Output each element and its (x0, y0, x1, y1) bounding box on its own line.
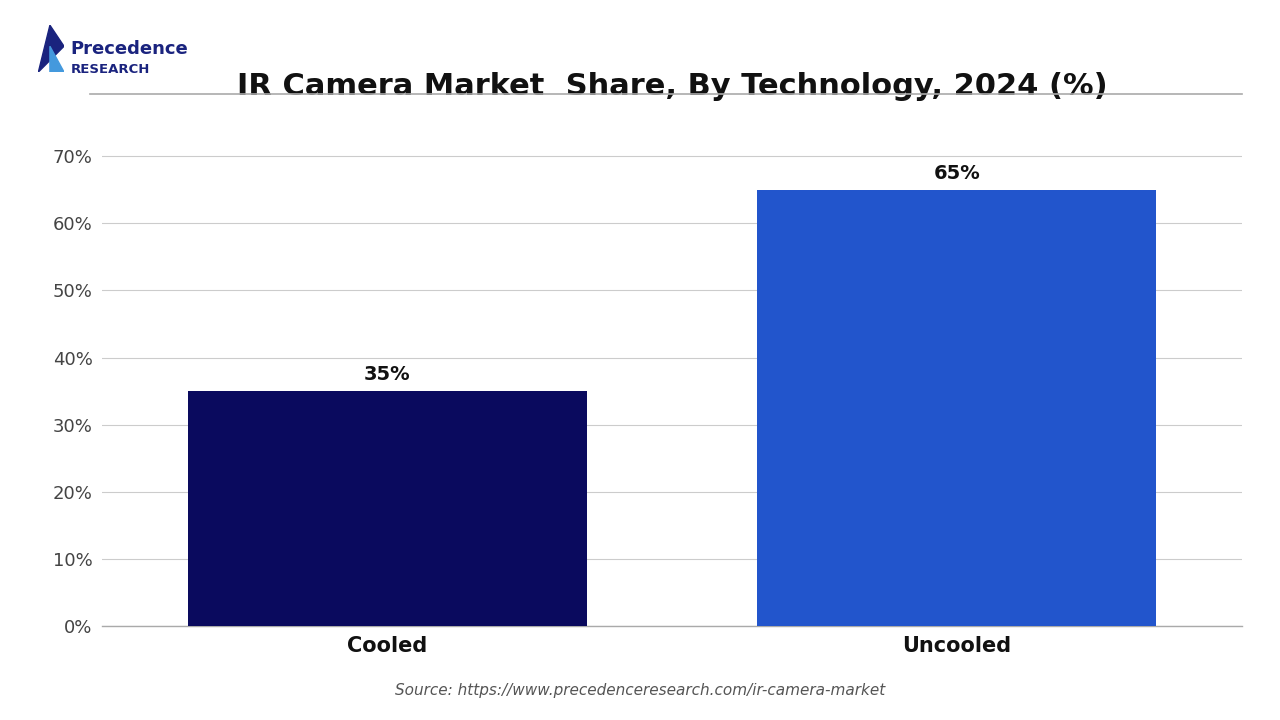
Text: 65%: 65% (933, 164, 980, 183)
Text: 35%: 35% (364, 366, 411, 384)
Bar (188, 391, 586, 626)
Bar (758, 189, 1156, 626)
Text: Precedence: Precedence (70, 40, 188, 58)
Polygon shape (50, 46, 64, 72)
Polygon shape (38, 25, 64, 72)
Title: IR Camera Market  Share, By Technology, 2024 (%): IR Camera Market Share, By Technology, 2… (237, 71, 1107, 101)
Text: RESEARCH: RESEARCH (70, 63, 150, 76)
Text: Source: https://www.precedenceresearch.com/ir-camera-market: Source: https://www.precedenceresearch.c… (394, 683, 886, 698)
